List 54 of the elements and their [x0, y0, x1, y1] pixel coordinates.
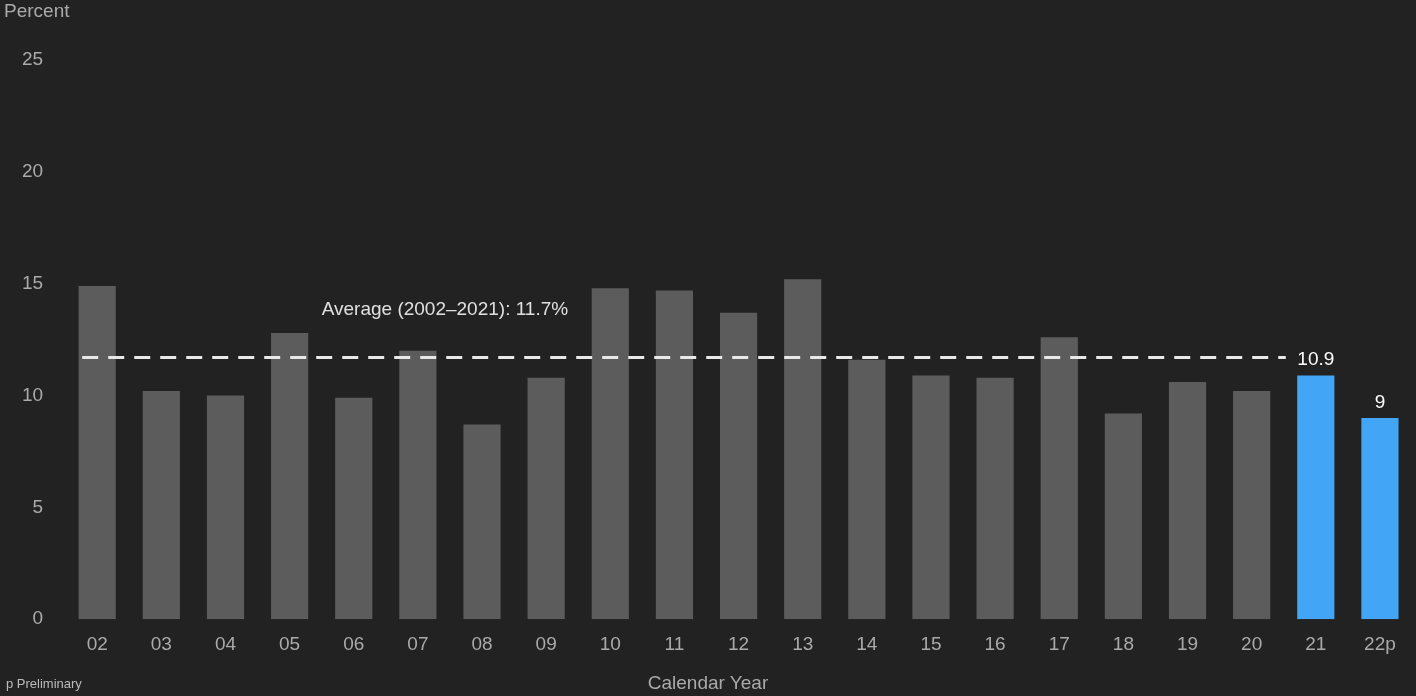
- x-axis-title: Calendar Year: [647, 672, 769, 693]
- bar: [142, 391, 180, 620]
- x-tick-label: 16: [984, 632, 1006, 654]
- x-tick-label: 10: [599, 632, 621, 654]
- bar: [848, 359, 886, 620]
- x-tick-label: 12: [728, 632, 750, 654]
- bar: [335, 397, 373, 620]
- x-tick-label: 02: [86, 632, 108, 654]
- data-label: 9: [1374, 390, 1386, 412]
- bar: [1361, 417, 1399, 620]
- x-tick-label: 14: [856, 632, 878, 654]
- y-tick-label: 10: [21, 383, 44, 405]
- y-axis-title: Percent: [4, 0, 70, 22]
- bar: [1104, 413, 1142, 620]
- ref-line-label: Average (2002–2021): 11.7%: [321, 298, 569, 320]
- y-tick-label: 5: [32, 495, 44, 517]
- bar: [1233, 391, 1271, 620]
- y-tick-label: 0: [32, 607, 44, 629]
- bar: [527, 377, 565, 620]
- x-tick-label: 11: [664, 632, 685, 654]
- x-tick-label: 22p: [1364, 632, 1396, 654]
- text: p Preliminary: [6, 676, 82, 691]
- bar: [912, 375, 950, 620]
- x-tick-label: 21: [1305, 632, 1327, 654]
- x-tick-label: 09: [535, 632, 557, 654]
- bar: [784, 279, 822, 620]
- x-tick-label: 13: [792, 632, 814, 654]
- bar: [591, 288, 629, 620]
- x-tick-label: 07: [407, 632, 429, 654]
- bar: [206, 395, 245, 620]
- x-tick-label: 05: [279, 632, 301, 654]
- y-tick-label: 15: [21, 271, 44, 293]
- x-tick-label: 03: [150, 632, 172, 654]
- bar: [1297, 375, 1335, 620]
- bar: [719, 312, 758, 620]
- x-tick-label: 08: [471, 632, 493, 654]
- y-tick-label: 25: [21, 48, 44, 70]
- x-tick-label: 15: [920, 632, 942, 654]
- bar: [976, 377, 1014, 620]
- x-tick-label: 17: [1048, 632, 1070, 654]
- x-tick-label: 19: [1176, 632, 1199, 654]
- bar: [463, 424, 501, 620]
- bar: [655, 290, 694, 620]
- data-label: 10.9: [1297, 348, 1335, 370]
- bar: [1168, 382, 1207, 620]
- x-tick-label: 04: [214, 632, 237, 654]
- bar: [399, 350, 437, 620]
- x-tick-label: 06: [343, 632, 365, 654]
- x-tick-label: 20: [1241, 632, 1263, 654]
- bar: [271, 332, 309, 620]
- bar: [1040, 337, 1078, 620]
- x-tick-label: 18: [1112, 632, 1134, 654]
- bar: [78, 285, 116, 620]
- y-tick-label: 20: [21, 160, 44, 182]
